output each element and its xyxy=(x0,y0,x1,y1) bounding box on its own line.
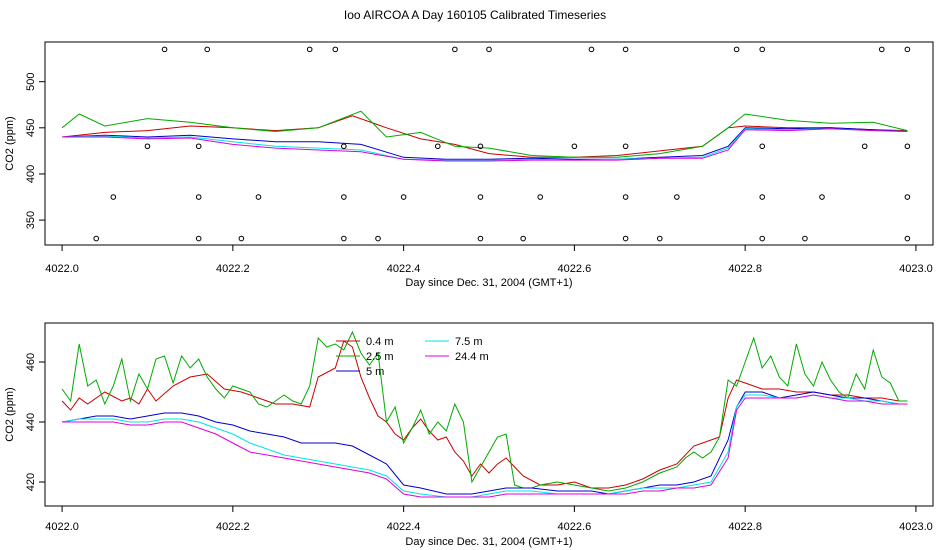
x-tick-label: 4022.2 xyxy=(216,263,250,275)
x-tick-label: 4022.4 xyxy=(387,521,421,533)
y-tick-label: 450 xyxy=(25,119,37,137)
legend-label-7-5-m: 7.5 m xyxy=(455,336,483,348)
figure-title: Ioo AIRCOA A Day 160105 Calibrated Times… xyxy=(343,8,607,22)
marker-point xyxy=(759,143,766,150)
legend-label-5-m: 5 m xyxy=(366,366,384,378)
marker-point xyxy=(759,235,766,242)
marker-point xyxy=(477,194,484,200)
x-tick-label: 4022.0 xyxy=(45,521,79,533)
marker-point xyxy=(861,143,868,150)
marker-point xyxy=(674,194,680,200)
x-axis-label: Day since Dec. 31, 2004 (GMT+1) xyxy=(405,536,572,548)
marker-point xyxy=(878,46,885,53)
marker-point xyxy=(656,235,663,242)
marker-point xyxy=(341,235,347,242)
marker-point xyxy=(400,194,407,200)
marker-point xyxy=(477,235,484,242)
y-axis-label: CO2 (ppm) xyxy=(4,387,16,441)
marker-point xyxy=(477,143,484,150)
x-tick-label: 4022.8 xyxy=(728,521,762,533)
legend-label-24-4-m: 24.4 m xyxy=(455,351,489,363)
marker-point xyxy=(306,46,313,53)
marker-point xyxy=(486,46,492,53)
y-tick-label: 350 xyxy=(25,211,37,229)
marker-point xyxy=(332,46,339,53)
marker-point xyxy=(341,194,347,200)
marker-point xyxy=(802,235,808,242)
series-line-2-5-m xyxy=(61,110,908,158)
plot-frame xyxy=(44,322,934,507)
legend: 0.4 m 2.5 m 5 m 7.5 m 24.4 m xyxy=(336,336,489,378)
series-line-0-4-m xyxy=(62,115,908,158)
y-tick-label: 460 xyxy=(25,353,37,371)
marker-point xyxy=(733,46,740,53)
marker-point xyxy=(904,235,911,242)
marker-point xyxy=(195,194,202,200)
legend-label-0-4-m: 0.4 m xyxy=(366,336,394,348)
bottom-panel: 4022.0 4022.2 4022.4 4022.6 4022.8 4023.0 420 4… xyxy=(4,322,934,548)
series-line-24-4-m xyxy=(62,128,908,162)
y-tick-label: 500 xyxy=(25,72,37,90)
top-panel: 4022.0 4022.2 4022.4 4022.6 4022.8 4023.0 350 4… xyxy=(4,41,934,289)
series-line-5-m xyxy=(62,391,908,495)
series-line-7-5-m xyxy=(62,128,908,161)
x-tick-label: 4023.0 xyxy=(899,521,933,533)
marker-point xyxy=(204,46,211,53)
marker-point xyxy=(622,194,629,200)
x-tick-label: 4022.6 xyxy=(558,263,592,275)
marker-point xyxy=(144,143,151,150)
marker-point xyxy=(759,194,766,200)
series-line-7-5-m xyxy=(62,394,908,498)
marker-point xyxy=(238,235,245,242)
marker-point xyxy=(537,194,544,200)
marker-point xyxy=(375,235,381,242)
x-tick-label: 4023.0 xyxy=(899,263,933,275)
marker-point xyxy=(255,194,262,200)
marker-point xyxy=(904,194,911,200)
x-tick-label: 4022.4 xyxy=(387,263,421,275)
marker-point xyxy=(195,143,202,150)
marker-point xyxy=(819,194,825,200)
y-tick-label: 400 xyxy=(25,165,37,183)
marker-point xyxy=(434,143,441,150)
marker-point xyxy=(904,143,911,150)
legend-label-2-5-m: 2.5 m xyxy=(366,351,394,363)
marker-point xyxy=(622,46,629,53)
marker-point xyxy=(571,143,578,150)
plot-frame xyxy=(44,41,934,246)
marker-point xyxy=(341,143,347,150)
x-tick-label: 4022.6 xyxy=(558,521,592,533)
marker-point xyxy=(161,46,168,53)
x-tick-label: 4022.8 xyxy=(728,263,762,275)
series-line-24-4-m xyxy=(62,394,908,498)
marker-point xyxy=(520,235,526,242)
x-tick-label: 4022.0 xyxy=(45,263,79,275)
marker-point xyxy=(452,46,458,53)
y-axis-label: CO2 (ppm) xyxy=(4,116,16,170)
marker-point xyxy=(759,46,766,53)
x-tick-label: 4022.2 xyxy=(216,521,250,533)
x-axis-label: Day since Dec. 31, 2004 (GMT+1) xyxy=(405,277,572,289)
marker-point xyxy=(93,235,100,242)
series-line-5-m xyxy=(62,127,908,160)
marker-point xyxy=(110,194,117,200)
series-line-0-4-m xyxy=(61,340,908,489)
series-line-2-5-m xyxy=(61,330,908,492)
marker-point xyxy=(622,235,629,242)
y-tick-label: 420 xyxy=(25,473,37,491)
marker-point xyxy=(622,143,629,150)
marker-point xyxy=(588,46,595,53)
y-tick-label: 440 xyxy=(25,413,37,431)
marker-point xyxy=(195,235,202,242)
marker-point xyxy=(904,46,911,53)
